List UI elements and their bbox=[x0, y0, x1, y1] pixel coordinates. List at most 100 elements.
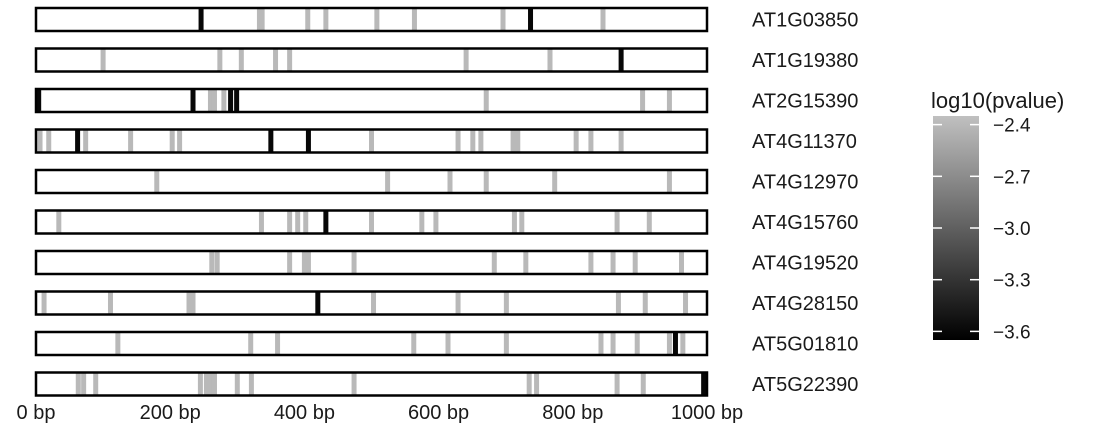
gene-track-bg bbox=[36, 332, 707, 355]
motif-mark bbox=[666, 171, 672, 192]
motif-mark bbox=[214, 252, 220, 273]
motif-mark bbox=[419, 211, 425, 233]
legend-tick-label: −3.3 bbox=[993, 271, 1031, 292]
motif-mark bbox=[510, 130, 516, 152]
motif-mark bbox=[273, 49, 279, 71]
gene-label: AT1G19380 bbox=[752, 50, 858, 72]
gene-track-at4g11370: AT4G11370 bbox=[34, 128, 857, 154]
motif-mark bbox=[515, 130, 521, 152]
gene-track-outline bbox=[34, 330, 709, 357]
motif-mark bbox=[56, 211, 62, 233]
motif-mark bbox=[207, 90, 213, 111]
motif-mark bbox=[369, 211, 374, 233]
motif-mark bbox=[128, 130, 134, 152]
motif-mark bbox=[41, 292, 47, 314]
motif-mark bbox=[203, 373, 209, 395]
motif-mark bbox=[523, 252, 529, 273]
motif-mark bbox=[547, 49, 553, 71]
gene-track-bg bbox=[36, 48, 707, 72]
motif-mark bbox=[615, 292, 621, 314]
motif-mark bbox=[221, 90, 227, 111]
motif-mark bbox=[618, 130, 624, 152]
motif-mark bbox=[115, 333, 121, 354]
motif-mark bbox=[610, 333, 616, 354]
gene-track-outline bbox=[34, 168, 709, 195]
motif-mark bbox=[295, 211, 301, 233]
motif-mark bbox=[600, 9, 606, 30]
gene-label: AT4G11370 bbox=[752, 131, 857, 153]
motif-mark bbox=[573, 130, 579, 152]
gene-track-outline bbox=[34, 87, 709, 114]
legend-ticks: −2.4 −2.7 −3.0 −3.3 −3.6 bbox=[933, 116, 1031, 343]
gene-track-at2g15390: AT2G15390 bbox=[34, 87, 858, 114]
motif-mark bbox=[526, 373, 532, 395]
motif-mark bbox=[197, 373, 203, 395]
motif-mark bbox=[374, 9, 380, 30]
motif-mark bbox=[169, 130, 175, 152]
motif-mark bbox=[470, 130, 476, 152]
motif-mark bbox=[588, 252, 594, 273]
gene-track-at4g19520: AT4G19520 bbox=[34, 249, 858, 276]
gene-track-at4g28150: AT4G28150 bbox=[34, 290, 858, 316]
gene-track-bg bbox=[36, 251, 707, 274]
gene-tracks: AT1G03850 AT1G19380 AT2G15390 AT4G11370 AT4G… bbox=[34, 6, 858, 397]
motif-mark bbox=[305, 9, 311, 30]
motif-mark bbox=[305, 130, 311, 152]
motif-mark bbox=[154, 171, 160, 192]
gene-label: AT4G15760 bbox=[752, 212, 858, 234]
motif-mark bbox=[93, 373, 99, 395]
motif-mark bbox=[503, 333, 509, 354]
motif-mark bbox=[519, 211, 525, 233]
motif-mark bbox=[534, 373, 540, 395]
motif-mark bbox=[632, 252, 638, 273]
motif-mark bbox=[259, 9, 265, 30]
gene-track-bg bbox=[36, 8, 707, 31]
gene-track-at1g03850: AT1G03850 bbox=[34, 6, 858, 33]
gene-track-outline bbox=[34, 371, 709, 397]
x-axis: 0 bp 200 bp 400 bp 600 bp 800 bp 1000 bp bbox=[17, 402, 744, 424]
motif-mark bbox=[217, 49, 223, 71]
gene-label: AT5G22390 bbox=[752, 374, 858, 396]
motif-mark bbox=[483, 171, 489, 192]
motif-mark bbox=[666, 333, 672, 354]
legend-tick-label: −2.4 bbox=[993, 116, 1031, 137]
motif-mark bbox=[411, 333, 417, 354]
motif-mark bbox=[618, 49, 624, 71]
motif-mark bbox=[315, 292, 321, 314]
motif-mark bbox=[385, 171, 391, 192]
legend-tick-label: −3.0 bbox=[993, 219, 1031, 240]
motif-mark bbox=[303, 211, 309, 233]
motif-mark bbox=[287, 211, 293, 233]
motif-mark bbox=[275, 333, 281, 354]
motif-mark bbox=[258, 211, 264, 233]
motif-mark bbox=[411, 9, 417, 30]
motif-mark bbox=[234, 90, 240, 111]
motif-mark bbox=[190, 292, 196, 314]
motif-mark bbox=[455, 130, 461, 152]
x-tick-label: 800 bp bbox=[542, 402, 603, 424]
gene-track-bg bbox=[36, 372, 707, 396]
legend-title: log10(pvalue) bbox=[931, 88, 1064, 113]
motif-mark bbox=[478, 130, 484, 152]
motif-mark bbox=[75, 130, 81, 152]
motif-mark bbox=[683, 292, 689, 314]
motif-mark bbox=[642, 292, 648, 314]
motif-mark bbox=[500, 9, 506, 30]
motif-mark bbox=[445, 333, 451, 354]
motif-mark bbox=[433, 211, 439, 233]
x-tick-label: 600 bp bbox=[408, 402, 469, 424]
motif-mark bbox=[511, 211, 517, 233]
motif-mark bbox=[248, 373, 254, 395]
motif-mark bbox=[81, 373, 87, 395]
motif-mark bbox=[503, 292, 509, 314]
motif-mark bbox=[614, 373, 620, 395]
gene-label: AT4G28150 bbox=[752, 293, 858, 315]
motif-mark bbox=[552, 171, 558, 192]
motif-mark bbox=[37, 130, 43, 152]
motif-mark bbox=[211, 373, 217, 395]
motif-mark bbox=[36, 90, 42, 111]
gene-label: AT4G12970 bbox=[752, 172, 858, 194]
motif-mark bbox=[666, 90, 672, 111]
x-tick-label: 200 bp bbox=[140, 402, 201, 424]
